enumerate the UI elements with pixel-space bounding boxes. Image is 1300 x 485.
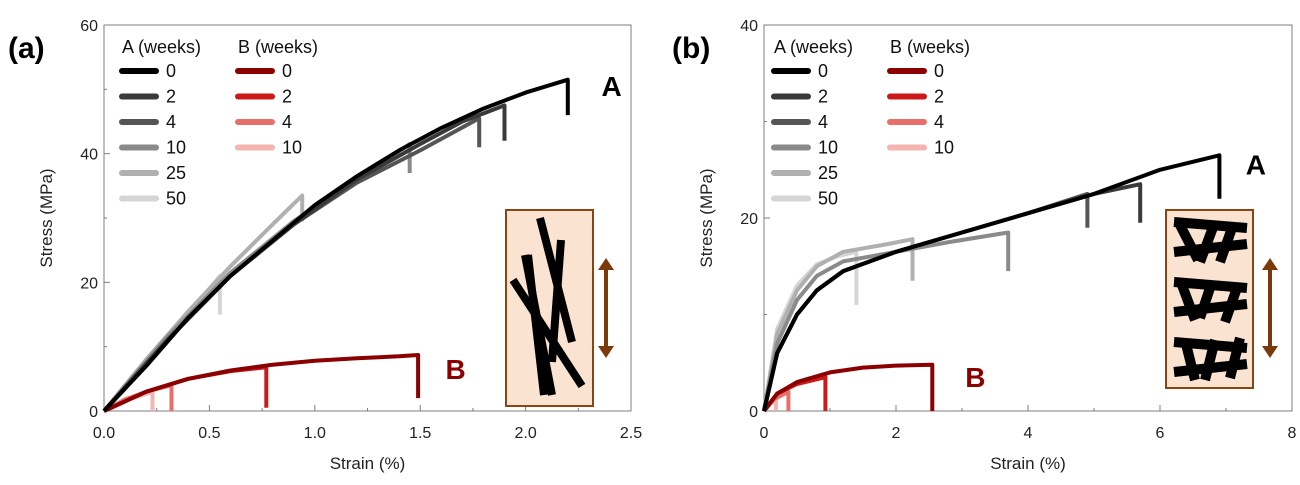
legend-label: 0 <box>934 61 944 81</box>
series-line-a-4 <box>102 116 482 413</box>
legend-label: 2 <box>282 87 292 107</box>
arrow-head-down <box>1262 346 1278 358</box>
x-tick-label: 4 <box>1024 425 1033 442</box>
curve-label-a: A <box>601 71 621 102</box>
x-tick-label: 8 <box>1288 425 1297 442</box>
legend-label: 4 <box>282 112 292 132</box>
legend-label: 4 <box>818 112 828 132</box>
panel-label: (b) <box>672 32 710 65</box>
x-tick-label: 1.0 <box>304 425 326 442</box>
legend-label: 10 <box>934 138 954 158</box>
series-line-b-0 <box>762 362 935 413</box>
x-tick-label: 2.0 <box>514 425 536 442</box>
legend-header-b: B (weeks) <box>238 37 318 57</box>
fiber <box>1180 338 1200 382</box>
y-tick-label: 40 <box>80 147 98 164</box>
legend-label: 25 <box>818 163 838 183</box>
series-line-a-10 <box>102 142 412 413</box>
legend-label: 2 <box>818 87 828 107</box>
legend-label: 0 <box>282 61 292 81</box>
legend-label: 2 <box>934 87 944 107</box>
series-line-b-2 <box>103 365 269 413</box>
legend-header-b: B (weeks) <box>890 37 970 57</box>
series-line-a-25 <box>762 237 915 412</box>
curve-label-a: A <box>1246 150 1266 181</box>
y-tick-label: 0 <box>749 404 758 421</box>
arrow-head-up <box>1262 258 1278 270</box>
fiber <box>1195 280 1217 320</box>
series-line-a-2 <box>102 103 507 413</box>
y-tick-label: 0 <box>89 404 98 421</box>
fiber <box>509 277 586 389</box>
legend-label: 50 <box>166 189 186 209</box>
legend-label: 10 <box>282 138 302 158</box>
y-axis-label: Stress (MPa) <box>697 168 716 267</box>
legend-label: 4 <box>166 112 176 132</box>
fiber <box>524 254 548 396</box>
y-tick-label: 40 <box>740 18 758 35</box>
x-axis-label: Strain (%) <box>330 454 406 473</box>
arrow-head-down <box>598 346 614 358</box>
x-tick-label: 6 <box>1156 425 1165 442</box>
curve-label-b: B <box>445 354 465 385</box>
y-tick-label: 20 <box>740 211 758 228</box>
fiber <box>1225 336 1245 380</box>
series-line-a-0 <box>102 77 570 413</box>
fiber <box>1220 283 1243 324</box>
x-tick-label: 0.5 <box>198 425 220 442</box>
series-line-a-10 <box>762 230 1011 412</box>
x-tick-label: 2.5 <box>620 425 642 442</box>
legend-label: 0 <box>166 61 176 81</box>
x-axis-label: Strain (%) <box>990 454 1066 473</box>
x-tick-label: 2 <box>892 425 901 442</box>
series-line-b-0 <box>103 353 421 413</box>
arrow-head-up <box>598 258 614 270</box>
legend-label: 25 <box>166 163 186 183</box>
fiber <box>1195 220 1220 264</box>
series-line-a-0 <box>762 153 1222 412</box>
fiber <box>1177 283 1200 322</box>
x-tick-label: 0 <box>760 425 769 442</box>
legend-label: 10 <box>166 138 186 158</box>
fiber <box>1200 338 1220 382</box>
panel-label: (a) <box>8 32 45 65</box>
legend-label: 10 <box>818 138 838 158</box>
fiber-orientation-inset <box>1165 209 1278 389</box>
x-tick-label: 1.5 <box>409 425 431 442</box>
legend-header-a: A (weeks) <box>774 37 853 57</box>
legend-label: 4 <box>934 112 944 132</box>
fiber <box>1175 222 1203 263</box>
fiber-orientation-inset <box>505 209 614 407</box>
legend-label: 50 <box>818 189 838 209</box>
y-axis-label: Stress (MPa) <box>37 168 56 267</box>
legend-label: 2 <box>166 87 176 107</box>
legend-header-a: A (weeks) <box>122 37 201 57</box>
y-tick-label: 20 <box>80 275 98 292</box>
x-tick-label: 0.0 <box>93 425 115 442</box>
curve-label-b: B <box>965 362 985 393</box>
fiber <box>1215 226 1237 264</box>
legend-label: 0 <box>818 61 828 81</box>
fiber <box>548 239 565 363</box>
y-tick-label: 60 <box>80 18 98 35</box>
